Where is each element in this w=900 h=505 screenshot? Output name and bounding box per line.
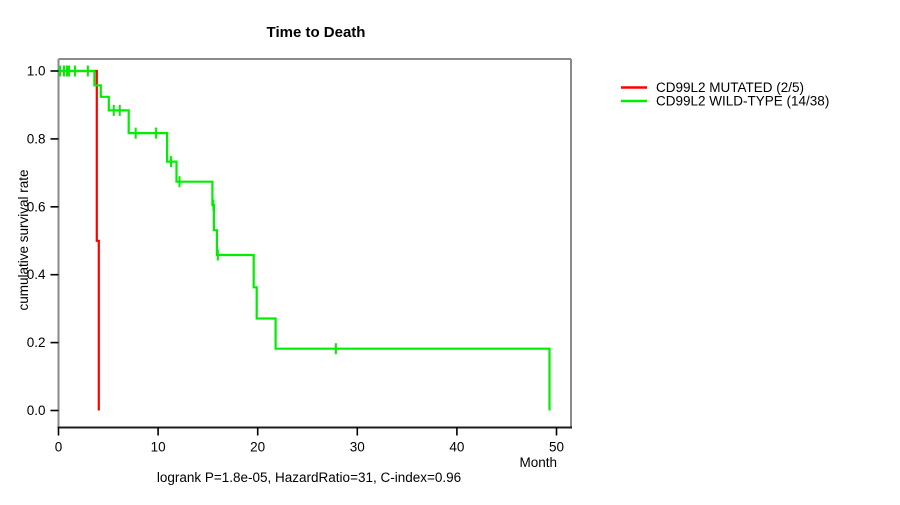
x-tick-label: 50 <box>549 440 564 455</box>
km-curve-mutated <box>58 69 100 411</box>
legend: CD99L2 MUTATED (2/5) CD99L2 WILD-TYPE (1… <box>621 80 829 109</box>
x-tick-label: 20 <box>250 440 265 455</box>
x-tick-label: 0 <box>55 440 63 455</box>
legend-label-wildtype: CD99L2 WILD-TYPE (14/38) <box>656 94 829 109</box>
x-axis-label: Month <box>519 455 557 470</box>
y-tick-label: 0.8 <box>27 131 46 146</box>
y-axis-label: cumulative survival rate <box>16 169 31 310</box>
chart-title: Time to Death <box>267 24 366 41</box>
stats-annotation: logrank P=1.8e-05, HazardRatio=31, C-ind… <box>157 470 461 485</box>
x-tick-label: 10 <box>151 440 166 455</box>
y-tick-label: 0.4 <box>27 267 46 282</box>
y-tick-label: 1.0 <box>27 64 46 79</box>
x-tick-label: 30 <box>350 440 365 455</box>
y-tick-label: 0.0 <box>27 403 46 418</box>
y-tick-label: 0.6 <box>27 199 46 214</box>
series-group <box>58 65 551 411</box>
x-tick-label: 40 <box>449 440 464 455</box>
km-curve-wildtype <box>58 69 551 411</box>
y-tick-label: 0.2 <box>27 335 46 350</box>
legend-label-mutated: CD99L2 MUTATED (2/5) <box>656 80 804 95</box>
axes-group: 0.0 0.2 0.4 0.6 0.8 1.0 0 10 20 30 40 50 <box>27 58 572 455</box>
